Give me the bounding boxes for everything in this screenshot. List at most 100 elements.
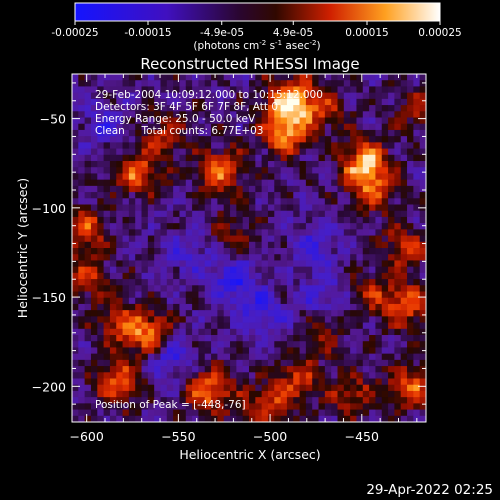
- heatmap-cell: [72, 272, 79, 280]
- heatmap-cell: [356, 372, 364, 379]
- heatmap-cell: [160, 142, 168, 149]
- heatmap-cell: [286, 105, 294, 112]
- heatmap-cell: [166, 291, 174, 299]
- heatmap-cell: [109, 179, 117, 187]
- heatmap-cell: [116, 136, 123, 143]
- heatmap-cell: [343, 347, 351, 355]
- heatmap-cell: [343, 297, 351, 305]
- heatmap-cell: [116, 328, 123, 336]
- heatmap-cell: [267, 229, 275, 236]
- heatmap-cell: [381, 98, 389, 106]
- heatmap-cell: [362, 322, 370, 330]
- heatmap-cell: [299, 154, 307, 162]
- heatmap-cell: [128, 266, 136, 274]
- heatmap-cell: [312, 260, 319, 268]
- heatmap-cell: [223, 303, 231, 311]
- heatmap-cell: [242, 123, 250, 131]
- heatmap-cell: [160, 123, 168, 131]
- heatmap-cell: [337, 80, 345, 87]
- heatmap-cell: [337, 254, 345, 261]
- heatmap-cell: [185, 179, 193, 187]
- heatmap-cell: [185, 341, 193, 348]
- heatmap-cell: [388, 316, 395, 323]
- heatmap-cell: [274, 322, 282, 330]
- heatmap-cell: [204, 254, 212, 261]
- heatmap-cell: [331, 216, 338, 224]
- heatmap-cell: [198, 80, 206, 87]
- heatmap-cell: [249, 148, 256, 156]
- heatmap-cell: [350, 142, 357, 149]
- heatmap-cell: [331, 198, 338, 205]
- heatmap-cell: [103, 117, 111, 125]
- heatmap-cell: [249, 185, 256, 193]
- heatmap-cell: [198, 136, 206, 143]
- heatmap-cell: [331, 117, 338, 125]
- heatmap-cell: [375, 366, 383, 373]
- heatmap-cell: [413, 80, 421, 87]
- heatmap-cell: [90, 372, 98, 379]
- heatmap-cell: [312, 303, 319, 311]
- heatmap-cell: [369, 254, 376, 261]
- heatmap-cell: [122, 198, 130, 205]
- heatmap-cell: [413, 260, 421, 268]
- heatmap-cell: [369, 216, 376, 224]
- heatmap-cell: [223, 316, 231, 323]
- heatmap-cell: [211, 403, 218, 410]
- heatmap-cell: [223, 204, 231, 212]
- heatmap-cell: [236, 210, 244, 218]
- heatmap-cell: [293, 347, 300, 355]
- heatmap-cell: [286, 335, 294, 342]
- heatmap-cell: [343, 266, 351, 274]
- heatmap-cell: [305, 322, 313, 330]
- heatmap-cell: [90, 173, 98, 181]
- heatmap-cell: [407, 229, 414, 236]
- heatmap-cell: [173, 303, 180, 311]
- heatmap-cell: [299, 279, 307, 286]
- heatmap-cell: [135, 397, 142, 404]
- heatmap-cell: [97, 216, 105, 224]
- heatmap-cell: [362, 173, 370, 181]
- heatmap-cell: [84, 235, 92, 243]
- heatmap-cell: [407, 105, 414, 112]
- heatmap-cell: [255, 403, 263, 410]
- heatmap-cell: [141, 285, 149, 292]
- heatmap-cell: [293, 260, 300, 268]
- heatmap-cell: [343, 86, 351, 94]
- heatmap-cell: [400, 390, 408, 398]
- heatmap-cell: [394, 328, 402, 336]
- heatmap-cell: [173, 173, 180, 181]
- heatmap-cell: [280, 210, 288, 218]
- heatmap-cell: [154, 316, 161, 323]
- heatmap-cell: [128, 198, 136, 205]
- heatmap-cell: [185, 272, 193, 280]
- heatmap-cell: [324, 241, 332, 249]
- heatmap-cell: [369, 272, 376, 280]
- heatmap-cell: [223, 111, 231, 118]
- heatmap-cell: [72, 397, 79, 404]
- heatmap-cell: [242, 291, 250, 299]
- heatmap-cell: [274, 335, 282, 342]
- heatmap-cell: [78, 111, 86, 118]
- heatmap-cell: [116, 341, 123, 348]
- heatmap-cell: [375, 266, 383, 274]
- heatmap-cell: [223, 409, 231, 417]
- heatmap-cell: [312, 285, 319, 292]
- heatmap-cell: [72, 123, 79, 131]
- heatmap-cell: [128, 353, 136, 361]
- heatmap-cell: [343, 241, 351, 249]
- heatmap-cell: [343, 179, 351, 187]
- heatmap-cell: [419, 384, 427, 392]
- heatmap-cell: [78, 185, 86, 193]
- heatmap-cell: [147, 142, 155, 149]
- heatmap-cell: [109, 142, 117, 149]
- heatmap-cell: [236, 366, 244, 373]
- heatmap-cell: [394, 235, 402, 243]
- heatmap-cell: [375, 216, 383, 224]
- heatmap-cell: [375, 204, 383, 212]
- heatmap-cell: [84, 272, 92, 280]
- heatmap-cell: [141, 117, 149, 125]
- heatmap-cell: [305, 303, 313, 311]
- heatmap-cell: [103, 384, 111, 392]
- heatmap-cell: [400, 161, 408, 168]
- heatmap-cell: [356, 266, 364, 274]
